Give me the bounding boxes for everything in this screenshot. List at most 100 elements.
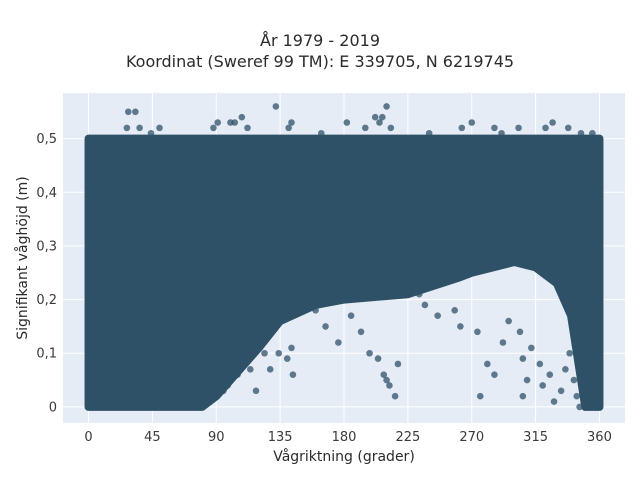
data-point xyxy=(546,371,554,379)
data-point xyxy=(285,124,292,132)
y-tick-label: 0,4 xyxy=(36,186,57,201)
data-point xyxy=(383,103,390,110)
x-tick-label: 90 xyxy=(208,430,225,445)
data-point xyxy=(234,371,241,379)
data-point xyxy=(584,403,592,411)
data-point xyxy=(366,349,373,357)
data-point xyxy=(343,119,351,126)
data-point xyxy=(275,349,283,357)
data-point xyxy=(457,323,464,330)
data-point xyxy=(147,129,155,137)
data-point xyxy=(357,328,365,336)
data-point xyxy=(210,124,217,132)
data-point xyxy=(564,124,572,132)
chart-title-line2: Koordinat (Sweref 99 TM): E 339705, N 62… xyxy=(125,52,515,71)
data-point xyxy=(289,371,297,379)
data-point xyxy=(549,119,556,126)
data-point xyxy=(425,129,433,137)
data-point xyxy=(573,392,581,400)
data-point xyxy=(557,387,565,395)
data-point xyxy=(317,129,325,137)
data-point xyxy=(386,382,393,389)
data-point xyxy=(516,328,524,336)
data-point xyxy=(244,323,251,330)
data-point xyxy=(580,387,588,395)
data-point xyxy=(474,328,481,336)
data-point xyxy=(137,403,145,411)
x-tick-label: 225 xyxy=(395,430,420,445)
data-point xyxy=(566,349,573,357)
data-point xyxy=(491,371,498,379)
data-point xyxy=(499,339,507,346)
x-axis-ticks: 0 45 90 135 180 225 270 315 360 xyxy=(84,430,611,445)
data-point xyxy=(198,317,206,325)
data-point xyxy=(335,339,342,346)
data-point xyxy=(528,344,535,352)
data-point xyxy=(434,312,441,319)
data-point xyxy=(187,307,195,314)
x-tick-label: 315 xyxy=(523,430,548,445)
data-point xyxy=(143,403,151,411)
data-point xyxy=(383,376,390,384)
x-tick-label: 135 xyxy=(268,430,293,445)
data-point xyxy=(272,103,280,110)
data-point xyxy=(576,403,583,411)
data-point xyxy=(347,312,355,319)
data-point xyxy=(132,108,139,116)
x-tick-label: 180 xyxy=(332,430,357,445)
data-point xyxy=(379,113,386,121)
data-point xyxy=(484,360,491,368)
data-point xyxy=(542,124,549,132)
data-point xyxy=(371,113,379,121)
chart-title-line1: År 1979 - 2019 xyxy=(260,31,380,50)
data-point xyxy=(164,269,172,277)
data-point xyxy=(577,129,585,137)
data-point xyxy=(124,108,132,116)
data-point xyxy=(570,376,578,384)
y-tick-label: 0 xyxy=(49,400,57,415)
data-point xyxy=(123,124,131,132)
data-point xyxy=(458,124,466,132)
x-tick-label: 270 xyxy=(459,430,484,445)
data-point xyxy=(96,403,104,411)
data-point xyxy=(214,119,221,126)
data-point xyxy=(391,392,399,400)
data-point xyxy=(376,119,383,126)
data-point xyxy=(288,344,295,352)
data-point xyxy=(374,355,382,362)
data-point xyxy=(505,317,512,325)
data-point xyxy=(120,403,128,411)
y-axis-ticks: 0 0,1 0,2 0,3 0,4 0,5 xyxy=(36,132,57,415)
y-tick-label: 0,5 xyxy=(36,132,57,147)
data-point xyxy=(266,366,274,373)
data-point xyxy=(421,301,429,309)
data-point xyxy=(322,323,329,330)
data-point xyxy=(283,355,291,362)
data-point xyxy=(451,307,458,314)
x-tick-label: 0 xyxy=(84,430,92,445)
data-point xyxy=(247,366,254,373)
data-point xyxy=(221,307,229,314)
data-point xyxy=(591,392,599,400)
scatter-points xyxy=(88,103,602,411)
data-point xyxy=(519,392,527,400)
y-tick-label: 0,2 xyxy=(36,293,57,308)
y-axis-label: Signifikant våghöjd (m) xyxy=(14,176,31,339)
chart-title: År 1979 - 2019 Koordinat (Sweref 99 TM):… xyxy=(0,30,640,72)
x-axis-label: Vågriktning (grader) xyxy=(273,448,415,465)
data-point xyxy=(252,339,260,346)
data-point xyxy=(415,290,423,298)
data-point xyxy=(562,366,569,373)
data-point xyxy=(361,124,369,132)
x-tick-label: 45 xyxy=(144,430,161,445)
data-point xyxy=(212,296,220,303)
data-point xyxy=(231,119,239,126)
y-tick-label: 0,1 xyxy=(36,347,57,362)
data-point xyxy=(220,387,227,395)
data-point xyxy=(394,360,402,368)
data-point xyxy=(476,392,484,400)
data-point xyxy=(387,124,395,132)
data-point xyxy=(589,129,596,137)
data-point xyxy=(380,371,388,379)
